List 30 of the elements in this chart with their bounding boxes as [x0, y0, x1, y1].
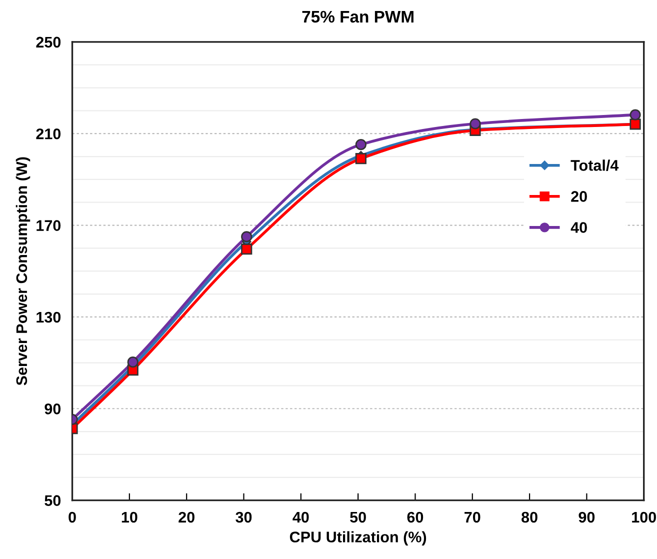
x-tick-label: 0 — [68, 512, 76, 523]
x-tick-label: 10 — [122, 512, 138, 523]
x-tick-label: 60 — [407, 512, 424, 523]
legend-label: Total/4 — [570, 160, 619, 171]
x-tick-label: 50 — [350, 512, 366, 523]
x-tick-label: 30 — [236, 512, 252, 523]
x-tick-label: 90 — [578, 512, 595, 523]
x-tick-label: 20 — [178, 512, 194, 523]
y-tick-label: 250 — [36, 36, 61, 48]
x-tick-label: 100 — [632, 512, 656, 523]
point — [470, 118, 481, 130]
x-axis-title: CPU Utilization (%) — [290, 531, 426, 546]
point — [355, 139, 366, 150]
point — [355, 153, 366, 164]
legend-label: 40 — [570, 222, 587, 233]
y-tick-label: 50 — [44, 495, 61, 506]
chart-title: 75% Fan PWM — [302, 10, 414, 23]
point — [127, 356, 138, 368]
point — [241, 244, 252, 255]
y-tick-label: 90 — [44, 403, 61, 414]
point — [630, 109, 641, 120]
y-tick-label: 210 — [36, 128, 61, 140]
y-axis-title: Server Power Consumption (W) — [16, 157, 30, 386]
legend-label: 20 — [571, 191, 587, 202]
x-tick-label: 80 — [522, 512, 538, 523]
y-tick-label: 170 — [36, 220, 61, 231]
y-tick-label: 130 — [36, 312, 61, 323]
x-tick-label: 70 — [464, 512, 480, 523]
point — [241, 231, 252, 242]
x-tick-label: 40 — [292, 512, 309, 523]
